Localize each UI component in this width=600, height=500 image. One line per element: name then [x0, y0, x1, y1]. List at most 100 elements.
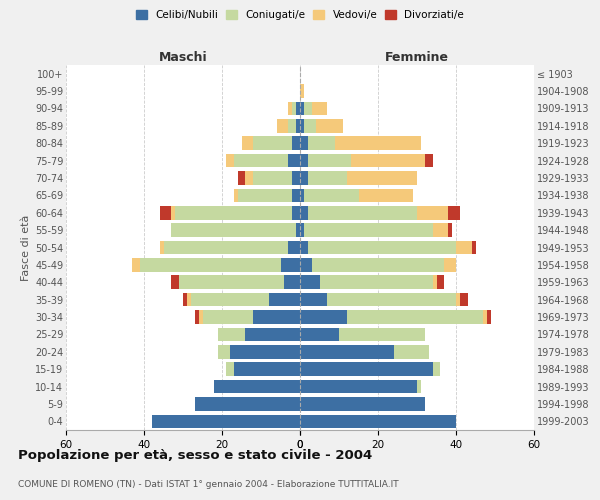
Bar: [253, 136, 292, 150]
Bar: [292, 136, 300, 150]
Bar: [203, 310, 253, 324]
Bar: [304, 188, 359, 202]
Bar: [284, 276, 300, 289]
Bar: [140, 258, 281, 272]
Bar: [300, 258, 312, 272]
Bar: [289, 102, 292, 115]
Bar: [347, 171, 417, 185]
Bar: [289, 240, 300, 254]
Bar: [304, 119, 316, 132]
Bar: [350, 154, 425, 168]
Bar: [183, 293, 187, 306]
Bar: [300, 171, 308, 185]
Bar: [238, 171, 245, 185]
Bar: [425, 154, 433, 168]
Bar: [160, 206, 172, 220]
Bar: [320, 276, 433, 289]
Bar: [328, 293, 456, 306]
Bar: [417, 380, 421, 394]
Bar: [312, 102, 328, 115]
Bar: [300, 102, 304, 115]
Bar: [456, 240, 472, 254]
Bar: [253, 310, 300, 324]
Bar: [292, 102, 296, 115]
Bar: [300, 362, 433, 376]
Bar: [194, 397, 300, 410]
Bar: [300, 84, 304, 98]
Bar: [214, 380, 300, 394]
Bar: [172, 276, 179, 289]
Bar: [195, 310, 199, 324]
Bar: [300, 414, 456, 428]
Bar: [394, 345, 429, 358]
Bar: [300, 206, 308, 220]
Bar: [300, 276, 320, 289]
Bar: [300, 119, 304, 132]
Bar: [300, 345, 394, 358]
Bar: [308, 171, 347, 185]
Bar: [347, 310, 484, 324]
Title: Maschi: Maschi: [158, 51, 208, 64]
Bar: [277, 119, 289, 132]
Bar: [238, 188, 292, 202]
Bar: [437, 276, 444, 289]
Bar: [304, 102, 312, 115]
Bar: [308, 154, 350, 168]
Bar: [218, 328, 245, 341]
Bar: [433, 276, 437, 289]
Bar: [289, 119, 296, 132]
Bar: [300, 397, 425, 410]
Bar: [308, 206, 417, 220]
Y-axis label: Fasce di età: Fasce di età: [20, 214, 31, 280]
Bar: [234, 188, 238, 202]
Legend: Celibi/Nubili, Coniugati/e, Vedovi/e, Divorziati/e: Celibi/Nubili, Coniugati/e, Vedovi/e, Di…: [134, 8, 466, 22]
Bar: [300, 328, 339, 341]
Bar: [160, 240, 163, 254]
Bar: [253, 171, 292, 185]
Bar: [289, 154, 300, 168]
Bar: [308, 240, 456, 254]
Bar: [241, 136, 253, 150]
Bar: [487, 310, 491, 324]
Bar: [292, 188, 300, 202]
Bar: [175, 206, 292, 220]
Bar: [269, 293, 300, 306]
Bar: [456, 293, 460, 306]
Bar: [433, 224, 448, 237]
Bar: [300, 154, 308, 168]
Bar: [218, 345, 230, 358]
Bar: [296, 224, 300, 237]
Bar: [234, 154, 289, 168]
Text: Popolazione per età, sesso e stato civile - 2004: Popolazione per età, sesso e stato civil…: [18, 450, 372, 462]
Bar: [300, 240, 308, 254]
Bar: [300, 188, 304, 202]
Bar: [300, 293, 328, 306]
Bar: [308, 136, 335, 150]
Bar: [300, 224, 304, 237]
Bar: [172, 224, 296, 237]
Bar: [444, 258, 456, 272]
Bar: [234, 362, 300, 376]
Bar: [179, 276, 284, 289]
Bar: [172, 206, 175, 220]
Bar: [187, 293, 191, 306]
Bar: [296, 102, 300, 115]
Bar: [152, 414, 300, 428]
Bar: [448, 224, 452, 237]
Bar: [460, 293, 468, 306]
Bar: [245, 171, 253, 185]
Bar: [359, 188, 413, 202]
Text: COMUNE DI ROMENO (TN) - Dati ISTAT 1° gennaio 2004 - Elaborazione TUTTITALIA.IT: COMUNE DI ROMENO (TN) - Dati ISTAT 1° ge…: [18, 480, 398, 489]
Bar: [191, 293, 269, 306]
Bar: [292, 171, 300, 185]
Bar: [300, 136, 308, 150]
Title: Femmine: Femmine: [385, 51, 449, 64]
Bar: [339, 328, 425, 341]
Bar: [292, 206, 300, 220]
Bar: [300, 380, 417, 394]
Bar: [312, 258, 444, 272]
Bar: [226, 154, 234, 168]
Bar: [316, 119, 343, 132]
Bar: [335, 136, 421, 150]
Bar: [472, 240, 476, 254]
